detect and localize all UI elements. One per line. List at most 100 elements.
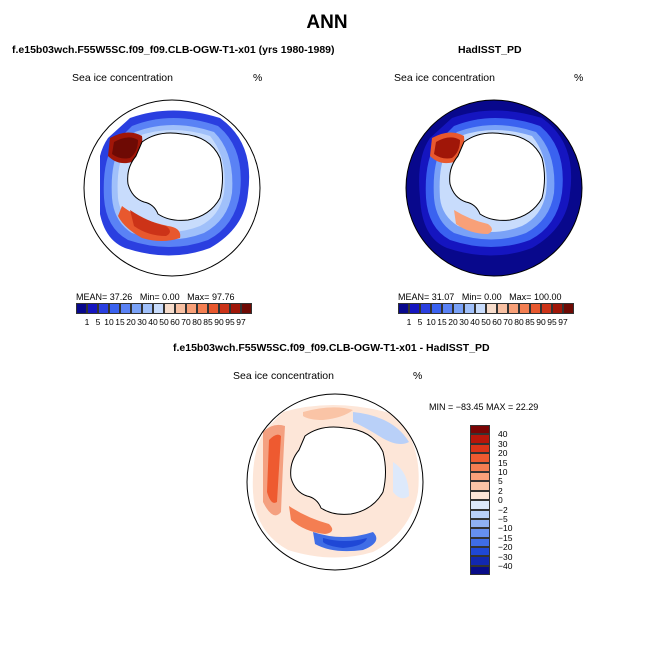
colorbar-swatch: [552, 303, 563, 314]
colorbar-swatch: [164, 303, 175, 314]
left-max-value: 97.76: [211, 292, 235, 302]
colorbar-tick-label: 90: [536, 317, 546, 327]
colorbar-tick-label: 2: [498, 485, 503, 496]
left-min-value: 0.00: [162, 292, 180, 302]
colorbar-swatch: [519, 303, 530, 314]
left-polar-map: [83, 99, 261, 277]
colorbar-tick-label: 15: [498, 457, 508, 468]
colorbar-tick-label: 30: [498, 438, 508, 449]
colorbar-tick-label: 5: [95, 317, 101, 327]
colorbar-tick-label: 85: [525, 317, 535, 327]
colorbar-swatch: [98, 303, 109, 314]
colorbar-swatch: [442, 303, 453, 314]
right-min-label: Min=: [461, 292, 482, 302]
colorbar-swatch: [470, 556, 490, 566]
right-mean-label: MEAN=: [398, 292, 430, 302]
colorbar-tick-label: 10: [426, 317, 436, 327]
colorbar-tick-label: −15: [498, 532, 513, 543]
colorbar-tick-label: 30: [137, 317, 147, 327]
diff-colorbar: [470, 425, 490, 576]
right-variable-label: Sea ice concentration: [394, 72, 495, 84]
colorbar-tick-label: 90: [214, 317, 224, 327]
right-max-value: 100.00: [533, 292, 562, 302]
colorbar-tick-label: 5: [417, 317, 423, 327]
right-mean-value: 31.07: [431, 292, 455, 302]
colorbar-swatch: [420, 303, 431, 314]
colorbar-swatch: [109, 303, 120, 314]
right-stats: MEAN= 31.07 Min= 0.00 Max= 100.00: [398, 292, 561, 302]
colorbar-tick-label: 40: [470, 317, 480, 327]
colorbar-swatch: [175, 303, 186, 314]
left-colorbar-labels: 1 5 10 15 20 30 40 50 60 70 80 85 90 95 97: [76, 317, 252, 329]
colorbar-swatch: [470, 518, 490, 529]
diff-case-title: f.e15b03wch.F55W5SC.f09_f09.CLB-OGW-T1-x…: [173, 342, 490, 354]
colorbar-swatch: [470, 471, 490, 482]
colorbar-swatch: [541, 303, 552, 314]
colorbar-swatch: [453, 303, 464, 314]
colorbar-swatch: [120, 303, 131, 314]
diff-polar-map: [246, 393, 424, 571]
colorbar-tick-label: 20: [498, 448, 508, 459]
colorbar-tick-label: 97: [236, 317, 246, 327]
colorbar-swatch: [470, 528, 490, 538]
colorbar-tick-label: 60: [492, 317, 502, 327]
colorbar-tick-label: 50: [481, 317, 491, 327]
colorbar-swatch: [470, 565, 490, 576]
colorbar-swatch: [470, 537, 490, 548]
diff-colorbar-labels: 40 30 20 15 10 5 2 0 −2 −5 −10 −15 −20 −30 −40: [470, 425, 530, 585]
colorbar-tick-label: −40: [498, 561, 513, 571]
colorbar-swatch: [186, 303, 197, 314]
colorbar-tick-label: 30: [459, 317, 469, 327]
colorbar-swatch: [87, 303, 98, 314]
colorbar-swatch: [219, 303, 230, 314]
colorbar-swatch: [197, 303, 208, 314]
colorbar-swatch: [241, 303, 252, 314]
colorbar-tick-label: 5: [498, 476, 503, 487]
colorbar-swatch: [431, 303, 442, 314]
colorbar-swatch: [470, 481, 490, 491]
diff-minmax-text: MIN = −83.45 MAX = 22.29: [429, 402, 539, 412]
colorbar-swatch: [409, 303, 420, 314]
colorbar-tick-label: 97: [558, 317, 568, 327]
colorbar-swatch: [470, 500, 490, 510]
colorbar-tick-label: 15: [115, 317, 125, 327]
left-mean-value: 37.26: [109, 292, 133, 302]
left-colorbar: [76, 303, 252, 314]
colorbar-swatch: [508, 303, 519, 314]
right-colorbar-labels: 1 5 10 15 20 30 40 50 60 70 80 85 90 95 97: [398, 317, 574, 329]
colorbar-tick-label: 85: [203, 317, 213, 327]
left-mean-label: MEAN=: [76, 292, 108, 302]
colorbar-tick-label: 1: [406, 317, 412, 327]
colorbar-swatch: [486, 303, 497, 314]
colorbar-tick-label: −5: [498, 514, 508, 524]
colorbar-swatch: [153, 303, 164, 314]
colorbar-tick-label: 15: [437, 317, 447, 327]
colorbar-tick-label: −30: [498, 551, 513, 562]
colorbar-tick-label: 95: [225, 317, 235, 327]
left-min-label: Min=: [139, 292, 160, 302]
colorbar-tick-label: 80: [192, 317, 202, 327]
colorbar-swatch: [563, 303, 574, 314]
colorbar-swatch: [76, 303, 87, 314]
left-stats: MEAN= 37.26 Min= 0.00 Max= 97.76: [76, 292, 234, 302]
right-case-title: HadISST_PD: [458, 44, 522, 56]
colorbar-tick-label: 40: [148, 317, 158, 327]
colorbar-tick-label: −10: [498, 523, 513, 534]
colorbar-tick-label: 40: [498, 429, 508, 440]
colorbar-tick-label: 70: [503, 317, 513, 327]
colorbar-swatch: [230, 303, 241, 314]
right-max-label: Max=: [509, 292, 532, 302]
colorbar-swatch: [470, 443, 490, 454]
colorbar-tick-label: 70: [181, 317, 191, 327]
colorbar-tick-label: 95: [547, 317, 557, 327]
left-variable-label: Sea ice concentration: [72, 72, 173, 84]
left-max-label: Max=: [187, 292, 210, 302]
colorbar-tick-label: 10: [498, 467, 508, 477]
colorbar-swatch: [475, 303, 486, 314]
colorbar-tick-label: 60: [170, 317, 180, 327]
diff-units-label: %: [413, 370, 423, 382]
colorbar-swatch: [131, 303, 142, 314]
colorbar-swatch: [530, 303, 541, 314]
right-units-label: %: [574, 72, 584, 84]
colorbar-tick-label: 50: [159, 317, 169, 327]
